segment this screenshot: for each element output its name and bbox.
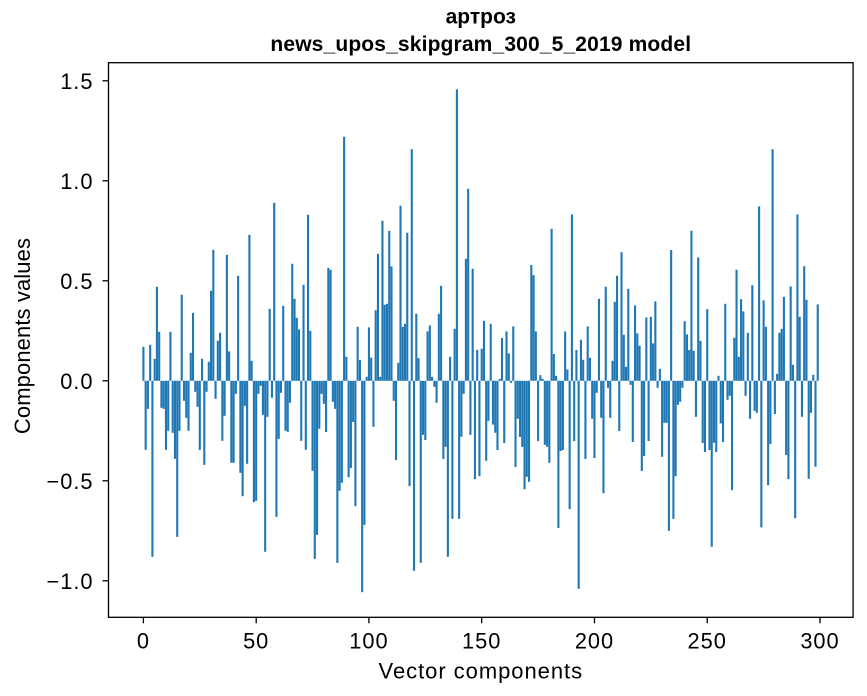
svg-text:200: 200 [575,628,614,653]
svg-text:−1.0: −1.0 [46,569,93,594]
svg-text:news_upos_skipgram_300_5_2019: news_upos_skipgram_300_5_2019 model [270,33,691,56]
svg-text:0.5: 0.5 [60,269,93,294]
svg-text:0.0: 0.0 [60,369,93,394]
svg-text:−0.5: −0.5 [46,469,93,494]
svg-text:150: 150 [462,628,501,653]
svg-text:артроз: артроз [446,6,516,29]
svg-text:Components values: Components values [10,238,35,434]
svg-text:100: 100 [349,628,388,653]
svg-text:300: 300 [800,628,839,653]
svg-text:Vector components: Vector components [379,659,583,684]
svg-text:250: 250 [688,628,727,653]
svg-text:1.0: 1.0 [60,169,93,194]
svg-text:0: 0 [137,628,150,653]
svg-text:1.5: 1.5 [60,69,93,94]
svg-text:50: 50 [243,628,269,653]
